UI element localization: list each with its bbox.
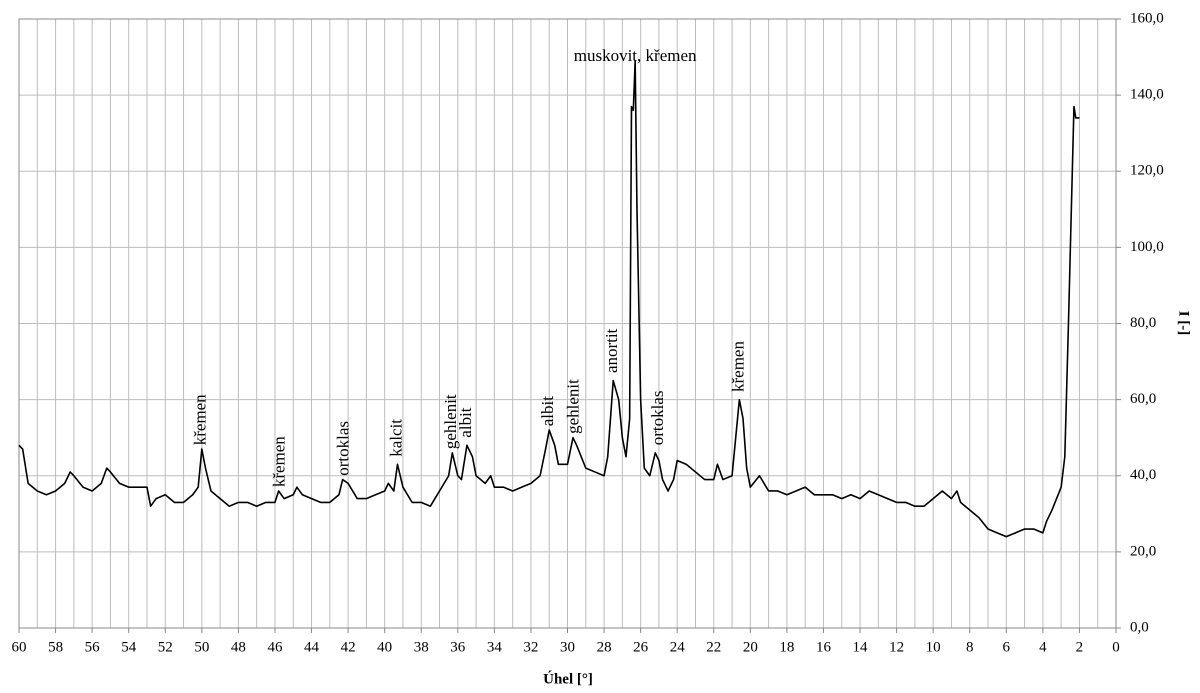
y-tick-label: 140,0 — [1130, 87, 1164, 103]
x-tick-label: 24 — [670, 639, 686, 655]
peak-annotation: gehlenit — [564, 379, 583, 434]
x-tick-label: 40 — [377, 639, 392, 655]
peak-annotation: albit — [538, 396, 557, 426]
y-axis-title: I [-] — [1176, 311, 1192, 336]
x-tick-label: 50 — [194, 639, 209, 655]
data-line — [18, 60, 1080, 538]
y-tick-label: 160,0 — [1130, 10, 1164, 26]
x-tick-label: 36 — [450, 639, 466, 655]
x-tick-label: 20 — [743, 639, 758, 655]
x-tick-label: 44 — [304, 639, 320, 655]
x-tick-label: 8 — [966, 639, 974, 655]
x-tick-label: 0 — [1112, 639, 1120, 655]
x-tick-label: 46 — [267, 639, 283, 655]
peak-annotation: ortoklas — [648, 391, 667, 446]
peak-annotation: kalcit — [386, 419, 405, 457]
peak-annotation: muskovit, křemen — [574, 46, 697, 65]
x-tick-label: 54 — [121, 639, 137, 655]
y-tick-label: 120,0 — [1130, 163, 1164, 179]
x-tick-label: 52 — [158, 639, 173, 655]
x-tick-label: 34 — [487, 639, 503, 655]
peak-annotation: ortoklas — [333, 421, 352, 476]
y-tick-label: 40,0 — [1130, 467, 1156, 483]
y-tick-label: 20,0 — [1130, 543, 1156, 559]
y-tick-label: 0,0 — [1130, 619, 1149, 635]
x-axis-title: Úhel [°] — [543, 670, 593, 687]
x-tick-label: 30 — [560, 639, 575, 655]
x-tick-label: 60 — [12, 639, 27, 655]
x-tick-label: 16 — [816, 639, 832, 655]
x-tick-label: 26 — [633, 639, 649, 655]
peak-annotation: křemen — [269, 436, 288, 487]
peak-annotation: křemen — [191, 394, 210, 445]
x-tick-label: 22 — [706, 639, 721, 655]
x-tick-label: 12 — [889, 639, 904, 655]
x-tick-label: 18 — [779, 639, 794, 655]
x-tick-label: 58 — [48, 639, 63, 655]
y-tick-label: 100,0 — [1130, 239, 1164, 255]
x-tick-label: 32 — [523, 639, 538, 655]
x-tick-label: 28 — [597, 639, 612, 655]
x-tick-label: 4 — [1039, 639, 1047, 655]
x-tick-label: 56 — [85, 639, 101, 655]
peak-annotation: anortit — [602, 328, 621, 373]
x-tick-label: 14 — [853, 639, 869, 655]
y-tick-label: 80,0 — [1130, 315, 1156, 331]
x-tick-label: 38 — [414, 639, 429, 655]
peak-annotation: gehlenit — [441, 394, 460, 449]
peak-annotation: albit — [456, 407, 475, 437]
y-tick-label: 60,0 — [1130, 391, 1156, 407]
peak-annotation: křemen — [728, 341, 747, 392]
plot-border — [18, 18, 1117, 629]
x-tick-label: 6 — [1003, 639, 1011, 655]
x-tick-label: 10 — [926, 639, 941, 655]
x-tick-label: 48 — [231, 639, 246, 655]
x-tick-label: 2 — [1076, 639, 1084, 655]
x-tick-label: 42 — [341, 639, 356, 655]
